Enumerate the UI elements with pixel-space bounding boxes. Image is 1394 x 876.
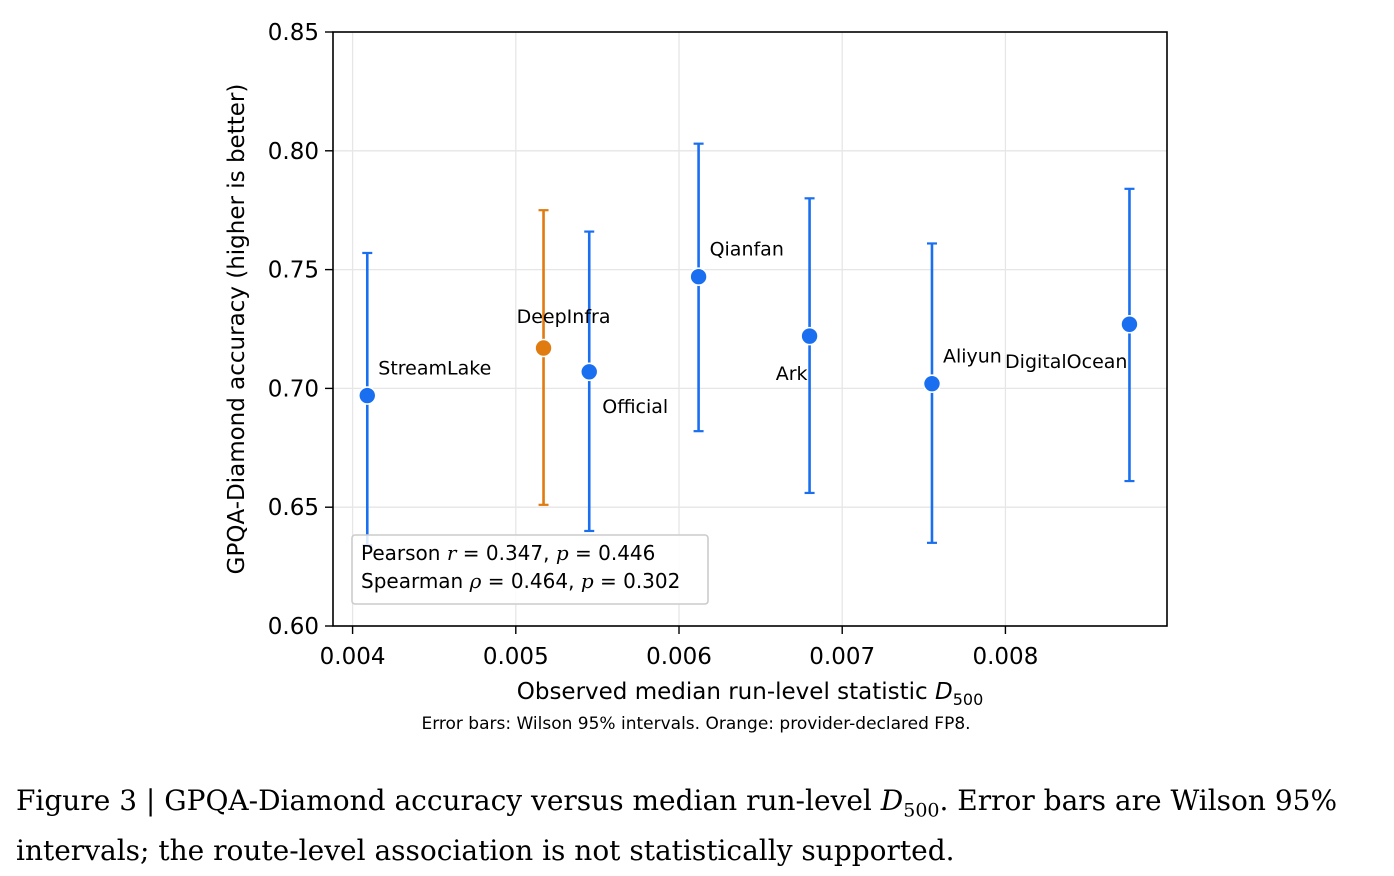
figure-caption: Figure 3 | GPQA-Diamond accuracy versus … <box>16 781 1386 871</box>
point-labels: StreamLake DeepInfra Official Qianfan Ark Ali… <box>378 239 1127 418</box>
scatter-chart: StreamLake DeepInfra Official Qianfan Ark Ali… <box>224 20 1168 734</box>
y-axis-ticks: 0.60 0.65 0.70 0.75 0.80 0.85 <box>268 20 333 640</box>
y-tick-label: 0.75 <box>268 258 319 284</box>
point-label: Official <box>602 396 668 418</box>
point-label: Aliyun <box>943 346 1002 368</box>
caption-sub: 500 <box>903 799 940 822</box>
stats-box-frame <box>351 534 709 605</box>
data-point <box>689 267 708 287</box>
data-points <box>357 267 1139 405</box>
data-point <box>1120 314 1139 334</box>
point-label: DigitalOcean <box>1005 351 1127 373</box>
y-tick-label: 0.85 <box>268 20 319 46</box>
caption-var: D <box>880 784 904 817</box>
data-point <box>534 338 553 358</box>
x-tick-label: 0.006 <box>646 644 712 670</box>
y-tick-label: 0.60 <box>268 614 319 640</box>
x-axis-ticks: 0.004 0.005 0.006 0.007 0.008 <box>320 626 1038 670</box>
caption-prefix: Figure 3 | GPQA-Diamond accuracy versus … <box>16 784 881 817</box>
data-point <box>357 386 377 405</box>
data-point <box>922 374 942 393</box>
data-point <box>800 326 819 346</box>
y-tick-label: 0.65 <box>268 495 319 521</box>
x-tick-label: 0.008 <box>972 644 1038 670</box>
point-label: StreamLake <box>378 358 491 380</box>
point-label: DeepInfra <box>517 306 611 328</box>
y-tick-label: 0.80 <box>268 139 319 165</box>
x-tick-label: 0.007 <box>809 644 875 670</box>
caption-suffix: . Error bars are Wilson 95% intervals; t… <box>16 784 1338 867</box>
data-point <box>579 362 599 382</box>
plot-frame <box>332 31 1168 627</box>
stats-spearman: Spearman ρ = 0.464, p = 0.302 <box>361 569 680 593</box>
y-tick-label: 0.70 <box>268 376 319 402</box>
stats-pearson: Pearson r = 0.347, p = 0.446 <box>361 541 655 565</box>
x-tick-label: 0.004 <box>320 644 386 670</box>
point-label: Ark <box>776 363 808 385</box>
stats-box: Pearson r = 0.347, p = 0.446 Spearman ρ … <box>351 534 709 605</box>
x-tick-label: 0.005 <box>483 644 549 670</box>
point-label: Qianfan <box>710 239 784 261</box>
y-axis-label: GPQA-Diamond accuracy (higher is better) <box>224 84 250 575</box>
error-bars <box>362 142 1135 547</box>
x-axis-label: Observed median run-level statistic D500 <box>517 679 984 709</box>
chart-note: Error bars: Wilson 95% intervals. Orange… <box>421 714 970 734</box>
